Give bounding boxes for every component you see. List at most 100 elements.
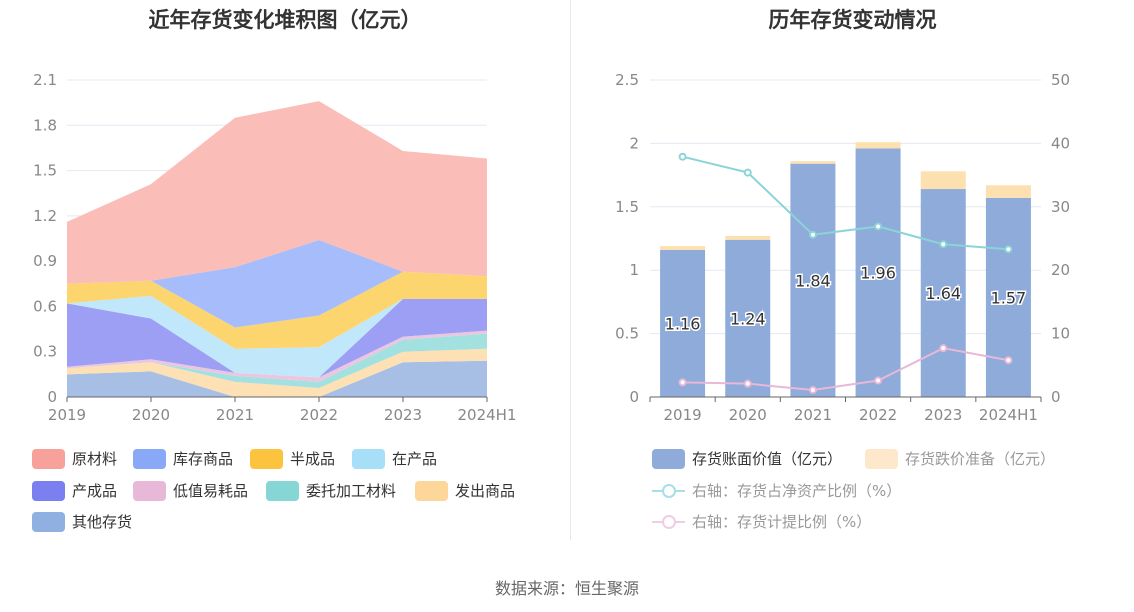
legend-item-impairment[interactable]: 存货跌价准备（亿元）: [865, 448, 1055, 469]
legend-item-consumables[interactable]: 低值易耗品: [133, 480, 248, 501]
right-chart-panel: 历年存货变动情况 0 0.5 1 1.5 2 2.5 0 10 20 30 40 50 2019 2020…: [571, 0, 1134, 560]
legend-line-marker: [652, 481, 685, 501]
legend-label: 存货跌价准备（亿元）: [905, 448, 1055, 469]
line-point: [1005, 357, 1011, 363]
legend-item-semi-finished[interactable]: 半成品: [250, 448, 335, 469]
line-point: [680, 379, 686, 385]
y2-tick-label: 50: [1051, 71, 1070, 89]
y-tick-label: 1.5: [615, 198, 639, 216]
line-point: [745, 170, 751, 176]
legend-item-raw-material[interactable]: 原材料: [32, 448, 117, 469]
legend-swatch: [415, 481, 448, 501]
y-tick-label: 2.1: [33, 71, 57, 89]
legend-line-marker: [652, 512, 685, 532]
legend-label: 产成品: [72, 480, 117, 501]
x-tick-label: 2021: [794, 406, 832, 424]
line-point: [875, 223, 881, 229]
legend-swatch: [250, 449, 283, 469]
legend-item-finished-goods[interactable]: 产成品: [32, 480, 117, 501]
bar-impairment: [660, 246, 705, 250]
legend-swatch: [652, 449, 685, 469]
x-tick-label: 2020: [729, 406, 767, 424]
y-tick-label: 0.6: [33, 297, 57, 315]
x-tick-label: 2022: [859, 406, 897, 424]
y-tick-label: 0: [629, 388, 639, 406]
bar-impairment: [986, 185, 1031, 198]
legend-item-stock-goods[interactable]: 库存商品: [133, 448, 233, 469]
line-point: [940, 345, 946, 351]
data-source-note: 数据来源：恒生聚源: [0, 575, 1134, 599]
legend-swatch: [32, 512, 65, 532]
line-point: [680, 154, 686, 160]
legend-label: 半成品: [290, 448, 335, 469]
bar-value-label: 1.16: [665, 314, 701, 333]
legend-label: 其他存货: [72, 511, 132, 532]
y-tick-label: 1.5: [33, 162, 57, 180]
x-tick-label: 2022: [300, 406, 338, 424]
y-tick-label: 2.5: [615, 71, 639, 89]
bar-value-label: 1.84: [795, 271, 831, 290]
y-tick-label: 1.2: [33, 207, 57, 225]
legend-swatch: [865, 449, 898, 469]
y-tick-label: 0.5: [615, 325, 639, 343]
legend-label: 原材料: [72, 448, 117, 469]
bar-impairment: [856, 142, 901, 148]
legend-label: 库存商品: [173, 448, 233, 469]
y2-tick-label: 0: [1051, 388, 1061, 406]
legend-label: 在产品: [392, 448, 437, 469]
bar-value-label: 1.57: [991, 288, 1027, 307]
x-tick-label: 2021: [216, 406, 254, 424]
line-point: [1005, 246, 1011, 252]
x-tick-label: 2024H1: [458, 406, 517, 424]
legend-item-wip[interactable]: 在产品: [352, 448, 437, 469]
y-tick-label: 0.9: [33, 252, 57, 270]
bar-impairment: [790, 161, 835, 164]
line-point: [940, 241, 946, 247]
y-tick-label: 0.3: [33, 343, 57, 361]
legend-label: 右轴：存货计提比例（%）: [692, 511, 871, 532]
bar-impairment: [921, 171, 966, 189]
legend-item-provision-ratio[interactable]: 右轴：存货计提比例（%）: [652, 511, 871, 532]
legend-swatch: [32, 449, 65, 469]
left-chart-panel: 近年存货变化堆积图（亿元） 0 0.3 0.6 0.9 1.2 1.5 1.8 2.1 2019…: [0, 0, 570, 560]
bar-value-label: 1.24: [730, 309, 766, 328]
legend-item-goods-shipped[interactable]: 发出商品: [415, 480, 515, 501]
x-tick-label: 2023: [384, 406, 422, 424]
line-point: [810, 232, 816, 238]
bar-value-label: 1.96: [860, 264, 896, 283]
y2-tick-label: 40: [1051, 134, 1070, 152]
y2-tick-label: 20: [1051, 261, 1070, 279]
legend-swatch: [133, 449, 166, 469]
legend-label: 委托加工材料: [306, 480, 396, 501]
x-tick-label: 2024H1: [979, 406, 1038, 424]
y-tick-label: 2: [629, 134, 639, 152]
x-tick-label: 2020: [132, 406, 170, 424]
y-tick-label: 1.8: [33, 116, 57, 134]
legend-label: 低值易耗品: [173, 480, 248, 501]
line-point: [875, 378, 881, 384]
x-tick-label: 2019: [663, 406, 701, 424]
x-tick-label: 2023: [924, 406, 962, 424]
legend-item-book-value[interactable]: 存货账面价值（亿元）: [652, 448, 842, 469]
line-point: [810, 387, 816, 393]
left-chart-svg: 0 0.3 0.6 0.9 1.2 1.5 1.8 2.1 2019 2020 2021 2022 20…: [0, 0, 570, 440]
legend-item-consigned[interactable]: 委托加工材料: [266, 480, 396, 501]
legend-label: 右轴：存货占净资产比例（%）: [692, 480, 901, 501]
x-tick-label: 2019: [48, 406, 86, 424]
right-chart-svg: 0 0.5 1 1.5 2 2.5 0 10 20 30 40 50 2019 2020 2021 2022 2…: [571, 0, 1134, 440]
y2-tick-label: 30: [1051, 198, 1070, 216]
legend-swatch: [352, 449, 385, 469]
legend-swatch: [133, 481, 166, 501]
legend-swatch: [32, 481, 65, 501]
legend-label: 存货账面价值（亿元）: [692, 448, 842, 469]
legend-item-net-asset-ratio[interactable]: 右轴：存货占净资产比例（%）: [652, 480, 901, 501]
legend-swatch: [266, 481, 299, 501]
y-tick-label: 0: [47, 388, 57, 406]
legend-item-other[interactable]: 其他存货: [32, 511, 132, 532]
y-tick-label: 1: [629, 261, 639, 279]
line-point: [745, 381, 751, 387]
bar-value-label: 1.64: [925, 284, 961, 303]
bar-impairment: [725, 236, 770, 240]
y2-tick-label: 10: [1051, 325, 1070, 343]
legend-label: 发出商品: [455, 480, 515, 501]
